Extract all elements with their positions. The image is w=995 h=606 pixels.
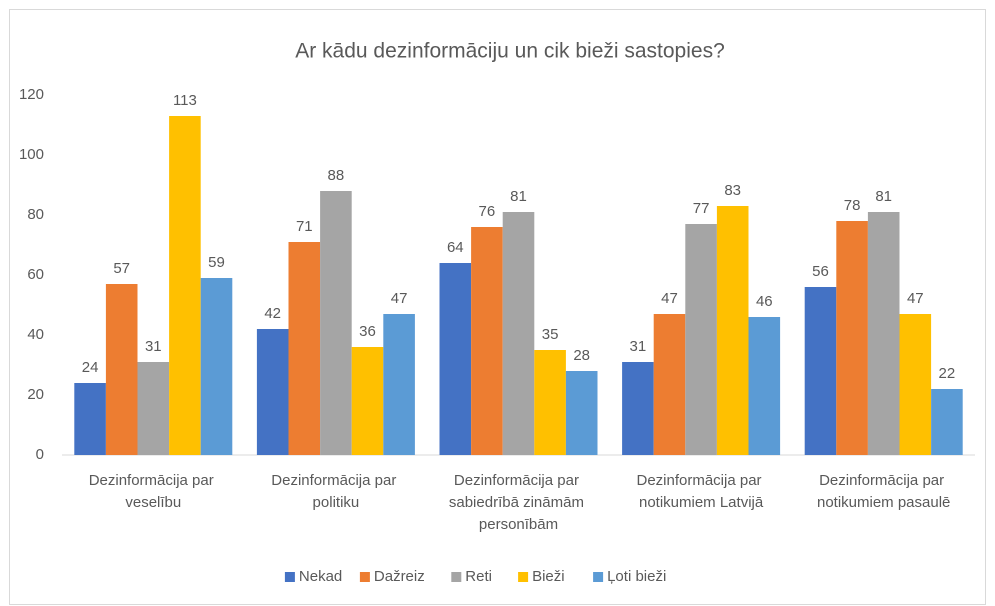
- legend-swatch: [593, 572, 604, 582]
- bar: [622, 362, 654, 455]
- bar: [137, 362, 170, 455]
- data-label: 24: [82, 359, 99, 376]
- bar: [931, 389, 963, 455]
- y-tick-label: 60: [27, 266, 44, 283]
- data-label: 71: [296, 218, 313, 235]
- legend-label: Nekad: [299, 568, 342, 585]
- bar: [256, 329, 289, 455]
- data-label: 47: [661, 290, 678, 307]
- y-tick-label: 0: [36, 446, 44, 463]
- bar: [565, 371, 598, 455]
- bar: [804, 287, 837, 455]
- bar: [836, 221, 868, 455]
- x-tick-label: Dezinformācija par sabiedrībā zināmām pe…: [449, 472, 588, 533]
- bar: [74, 383, 106, 455]
- bar: [169, 116, 201, 455]
- bar: [899, 314, 932, 455]
- bar: [502, 212, 535, 455]
- data-label: 28: [573, 347, 590, 364]
- bar: [471, 227, 503, 455]
- data-label: 78: [844, 197, 861, 214]
- data-label: 81: [875, 188, 892, 205]
- data-label: 47: [907, 290, 924, 307]
- bar: [534, 350, 566, 455]
- legend-swatch: [359, 572, 370, 582]
- data-label: 64: [447, 239, 464, 256]
- data-label: 42: [264, 305, 281, 322]
- chart-title: Ar kādu dezinformāciju un cik bieži sast…: [295, 40, 725, 63]
- data-label: 46: [756, 293, 773, 310]
- bar: [383, 314, 415, 455]
- bar: [320, 191, 352, 455]
- bar: [200, 278, 233, 455]
- data-label: 35: [542, 326, 559, 343]
- data-label: 56: [812, 263, 829, 280]
- bar: [685, 224, 717, 455]
- legend-swatch: [518, 572, 529, 582]
- legend-label: Dažreiz: [374, 568, 425, 585]
- data-label: 77: [693, 200, 710, 217]
- bar: [288, 242, 321, 455]
- x-tick-label: Dezinformācija par notikumiem Latvijā: [636, 472, 765, 511]
- bar: [867, 212, 900, 455]
- bar: [748, 317, 781, 455]
- legend-swatch: [284, 572, 295, 582]
- bar: [439, 263, 472, 455]
- data-label: 83: [724, 182, 741, 199]
- legend-label: Ļoti bieži: [607, 568, 666, 585]
- y-tick-label: 100: [19, 146, 44, 163]
- data-label: 113: [173, 92, 197, 109]
- bar: [351, 347, 384, 455]
- data-label: 88: [328, 167, 345, 184]
- data-label: 22: [939, 365, 956, 382]
- bar: [653, 314, 686, 455]
- y-tick-label: 120: [19, 86, 44, 103]
- y-tick-label: 20: [27, 386, 44, 403]
- y-tick-label: 40: [27, 326, 44, 343]
- bar: [105, 284, 138, 455]
- x-tick-label: Dezinformācija par veselību: [89, 472, 218, 511]
- legend-label: Reti: [465, 568, 492, 585]
- data-label: 31: [145, 338, 162, 355]
- x-tick-label: Dezinformācija par notikumiem pasaulē: [817, 472, 950, 511]
- bar: [716, 206, 749, 455]
- y-tick-label: 80: [27, 206, 44, 223]
- legend-swatch: [451, 572, 462, 582]
- data-label: 59: [208, 254, 225, 271]
- legend-label: Bieži: [532, 568, 565, 585]
- data-label: 57: [113, 260, 130, 277]
- data-label: 31: [630, 338, 647, 355]
- x-tick-label: Dezinformācija par politiku: [271, 472, 400, 511]
- data-label: 36: [359, 323, 376, 340]
- data-label: 47: [391, 290, 408, 307]
- data-label: 76: [479, 203, 496, 220]
- data-label: 81: [510, 188, 527, 205]
